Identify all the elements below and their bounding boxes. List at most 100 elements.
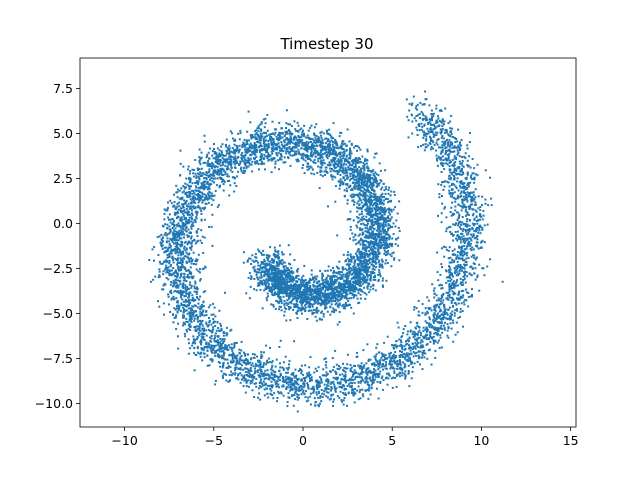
scatter-point [280,262,282,265]
scatter-point [344,160,346,162]
scatter-point [463,248,466,251]
scatter-point [193,239,196,242]
scatter-point [393,360,396,363]
scatter-point [363,184,366,187]
scatter-point [326,280,329,283]
scatter-point [264,155,267,158]
scatter-point [293,375,296,378]
scatter-point [335,309,338,312]
scatter-point [200,341,203,344]
scatter-point [327,378,330,381]
scatter-point [286,156,289,159]
scatter-point [379,246,382,249]
scatter-point [345,388,347,391]
scatter-point [184,224,187,227]
scatter-point [202,267,205,270]
scatter-point [287,123,290,126]
scatter-point [234,366,237,369]
scatter-point [360,201,363,204]
scatter-point [163,213,166,215]
scatter-point [193,191,196,194]
scatter-point [375,346,378,349]
scatter-point [453,176,456,179]
scatter-point [232,346,235,349]
scatter-point [215,152,218,155]
scatter-point [224,161,227,164]
scatter-point [354,166,357,169]
scatter-point [197,239,200,242]
scatter-point [270,270,273,273]
scatter-point [294,376,297,379]
scatter-point [384,354,387,357]
scatter-point [201,359,204,362]
scatter-point [184,229,187,232]
scatter-point [182,322,185,325]
scatter-point [194,280,197,283]
scatter-point [182,204,185,207]
scatter-point [184,182,187,185]
scatter-point [280,147,283,150]
scatter-point [465,261,468,264]
scatter-point [311,168,314,171]
scatter-point [446,297,449,300]
scatter-point [297,394,300,397]
scatter-point [182,225,185,228]
scatter-point [457,302,460,305]
scatter-point [249,366,252,369]
scatter-point [349,228,352,231]
scatter-point [258,127,260,130]
scatter-point [161,262,164,265]
scatter-point [253,158,256,161]
scatter-point [356,168,359,170]
scatter-point [255,385,258,388]
scatter-point [308,373,311,376]
scatter-point [250,364,253,367]
scatter-point [349,218,352,221]
scatter-point [278,168,280,171]
scatter-point [271,394,274,396]
scatter-point [456,251,459,253]
scatter-point [228,158,231,161]
scatter-point [334,154,337,156]
scatter-point [476,276,479,279]
scatter-point [175,241,178,244]
scatter-point [387,201,390,204]
scatter-point [290,141,293,143]
scatter-point [450,317,452,320]
scatter-point [458,272,461,275]
scatter-point [337,272,340,275]
scatter-point [307,305,310,308]
scatter-point [336,277,339,280]
scatter-point [444,313,446,315]
scatter-point [383,249,386,252]
scatter-point [274,269,277,272]
scatter-point [404,364,407,367]
scatter-point [291,290,294,293]
scatter-point [301,391,304,394]
scatter-point [434,326,437,329]
scatter-point [459,204,462,207]
scatter-point [256,364,259,367]
scatter-point [367,167,370,170]
scatter-point [318,280,321,283]
scatter-point [383,208,386,211]
scatter-point [162,240,164,243]
scatter-point [343,375,345,378]
scatter-point [478,289,481,292]
scatter-point [384,236,386,239]
scatter-point [396,362,399,365]
scatter-point [301,153,304,156]
scatter-point [426,322,428,324]
scatter-point [219,347,222,350]
scatter-point [364,194,367,197]
scatter-point [182,251,184,254]
scatter-point [306,318,309,320]
scatter-point [271,120,274,123]
scatter-point [316,306,318,309]
scatter-point [338,368,341,371]
scatter-point [425,135,428,138]
scatter-point [406,342,409,345]
scatter-point [298,387,301,390]
scatter-point [294,128,297,131]
scatter-point [282,384,285,387]
